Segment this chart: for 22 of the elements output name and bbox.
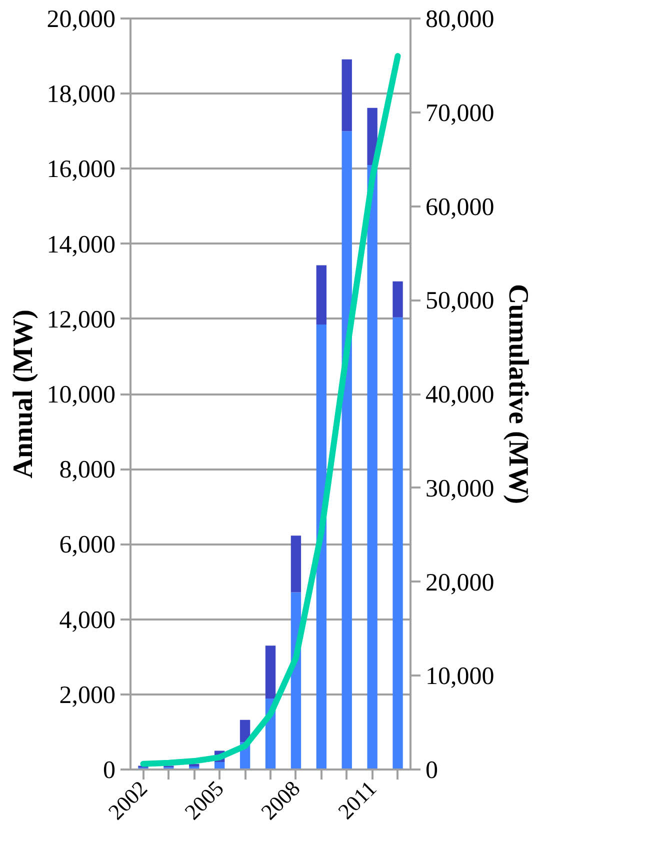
y-tick-label: 10,000	[46, 382, 116, 408]
y2-tick-label: 60,000	[426, 194, 494, 221]
y-tick-label: 0	[103, 757, 116, 784]
y-tick-label: 4,000	[59, 606, 116, 634]
y2-tick-label: 40,000	[426, 382, 494, 408]
y-tick-label: 16,000	[46, 156, 116, 184]
y-tick-label: 8,000	[59, 456, 116, 484]
y2-tick-label: 70,000	[426, 100, 494, 127]
y-tick-label: 6,000	[59, 532, 116, 559]
y2-tick-label: 20,000	[426, 569, 494, 596]
y2-tick-label: 0	[426, 757, 438, 784]
y-axis-title: Annual (MW)	[8, 310, 39, 478]
y-tick-label: 2,000	[59, 682, 116, 709]
y2-tick-label: 30,000	[426, 475, 494, 502]
y2-tick-label: 10,000	[426, 663, 494, 690]
y-tick-label: 18,000	[46, 81, 116, 108]
y-tick-label: 20,000	[46, 6, 116, 33]
y2-tick-label: 50,000	[426, 288, 494, 315]
y2-tick-label: 80,000	[426, 6, 494, 33]
y-tick-label: 14,000	[46, 231, 116, 258]
y-tick-label: 12,000	[46, 306, 116, 334]
y2-axis-title: Cumulative (MW)	[502, 284, 534, 504]
